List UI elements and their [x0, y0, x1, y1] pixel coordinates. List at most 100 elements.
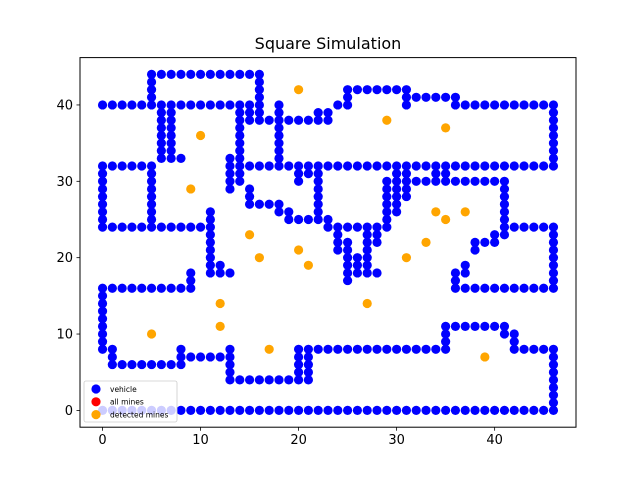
vehicle-point	[215, 268, 225, 278]
marks-layer	[97, 69, 559, 415]
vehicle-point	[343, 222, 353, 232]
vehicle-point	[166, 100, 176, 110]
vehicle-point	[323, 107, 333, 118]
vehicle-point	[499, 161, 510, 171]
vehicle-point	[166, 115, 176, 125]
vehicle-point	[195, 352, 206, 362]
vehicle-point	[382, 199, 392, 209]
vehicle-point	[186, 405, 196, 415]
vehicle-point	[392, 184, 402, 194]
vehicle-point	[392, 405, 402, 415]
vehicle-point	[431, 161, 441, 171]
vehicle-point	[548, 344, 559, 354]
vehicle-point	[254, 199, 264, 209]
vehicle-point	[548, 253, 559, 263]
vehicle-point	[274, 199, 284, 209]
vehicle-point	[215, 100, 225, 110]
vehicle-point	[509, 100, 519, 110]
vehicle-point	[293, 214, 304, 225]
vehicle-point	[333, 245, 343, 255]
vehicle-point	[195, 69, 206, 79]
vehicle-point	[274, 405, 284, 415]
y-tick-label: 20	[56, 251, 73, 266]
vehicle-point	[235, 130, 245, 141]
vehicle-point	[117, 100, 127, 110]
vehicle-point	[274, 130, 284, 141]
vehicle-point	[548, 352, 559, 362]
vehicle-point	[215, 260, 225, 270]
vehicle-point	[460, 161, 470, 171]
vehicle-point	[254, 161, 264, 171]
vehicle-point	[470, 283, 480, 293]
vehicle-point	[490, 237, 500, 247]
vehicle-point	[254, 77, 264, 87]
vehicle-point	[539, 344, 549, 354]
vehicle-point	[225, 359, 235, 370]
vehicle-point	[362, 260, 372, 270]
vehicle-point	[274, 123, 284, 133]
vehicle-point	[244, 100, 255, 110]
vehicle-point	[293, 176, 304, 186]
vehicle-point	[333, 161, 343, 171]
vehicle-point	[156, 146, 166, 156]
vehicle-point	[235, 107, 245, 118]
vehicle-point	[97, 214, 108, 225]
vehicle-point	[401, 169, 412, 179]
vehicle-point	[509, 222, 519, 232]
vehicle-point	[372, 405, 382, 415]
vehicle-point	[225, 153, 235, 163]
vehicle-point	[343, 344, 353, 354]
legend-box	[83, 380, 178, 423]
vehicle-point	[186, 283, 196, 293]
vehicle-point	[107, 283, 117, 293]
vehicle-point	[166, 283, 176, 293]
vehicle-point	[548, 275, 559, 286]
vehicle-point	[441, 161, 451, 171]
y-tick-label: 40	[56, 98, 73, 113]
vehicle-point	[254, 115, 264, 125]
vehicle-point	[274, 375, 284, 385]
vehicle-point	[166, 359, 176, 370]
vehicle-point	[509, 405, 519, 415]
vehicle-point	[421, 92, 431, 102]
vehicle-point	[333, 100, 343, 110]
vehicle-point	[499, 283, 510, 293]
vehicle-point	[499, 191, 510, 202]
vehicle-point	[333, 237, 343, 247]
vehicle-point	[548, 245, 559, 255]
vehicle-point	[499, 184, 510, 194]
vehicle-point	[146, 359, 157, 370]
vehicle-point	[499, 230, 510, 240]
vehicle-point	[401, 344, 412, 354]
vehicle-point	[313, 115, 323, 125]
vehicle-point	[431, 405, 441, 415]
vehicle-point	[509, 337, 519, 347]
vehicle-point	[107, 100, 117, 110]
vehicle-point	[392, 191, 402, 202]
vehicle-point	[548, 359, 559, 370]
detected-mine-point	[441, 214, 451, 225]
vehicle-point	[97, 176, 108, 186]
vehicle-point	[303, 214, 313, 225]
vehicle-point	[352, 222, 363, 232]
detected-mine-point	[303, 260, 313, 270]
x-tick-label: 20	[290, 433, 307, 448]
vehicle-point	[548, 398, 559, 408]
vehicle-point	[205, 268, 215, 278]
vehicle-point	[343, 275, 353, 286]
vehicle-point	[362, 85, 372, 95]
vehicle-point	[313, 169, 323, 179]
vehicle-point	[421, 161, 431, 171]
vehicle-point	[176, 69, 186, 79]
vehicle-point	[372, 344, 382, 354]
vehicle-point	[499, 329, 510, 339]
vehicle-point	[274, 146, 284, 156]
vehicle-point	[548, 260, 559, 270]
vehicle-point	[254, 107, 264, 118]
legend-marker	[91, 397, 101, 407]
vehicle-point	[225, 161, 235, 171]
vehicle-point	[235, 405, 245, 415]
vehicle-point	[146, 100, 157, 110]
vehicle-point	[146, 169, 157, 179]
vehicle-point	[323, 222, 333, 232]
